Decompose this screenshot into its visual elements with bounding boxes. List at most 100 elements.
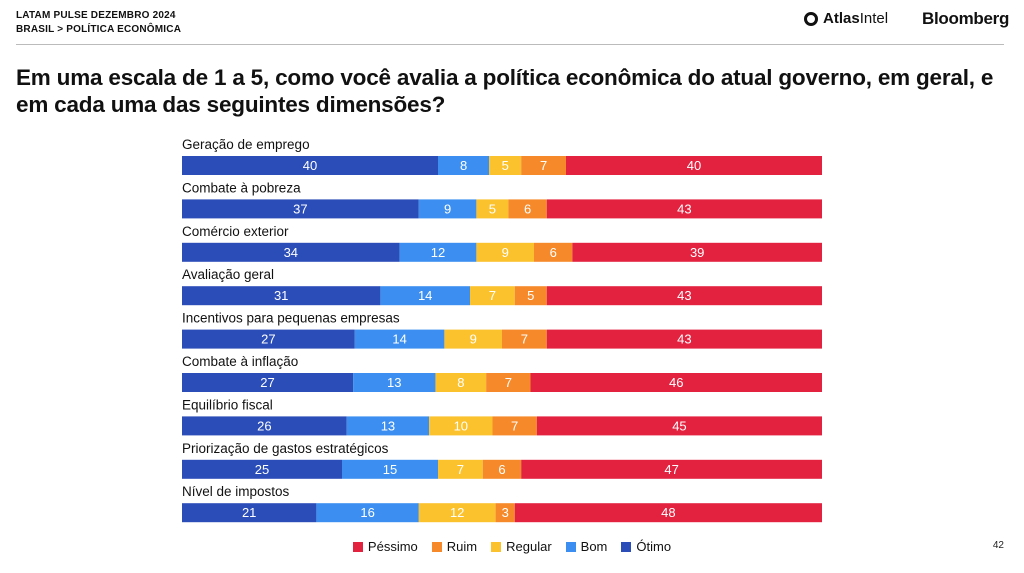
- data-label-geracao-de-emprego-regular: 5: [502, 158, 509, 173]
- legend-label-bom: Bom: [580, 539, 608, 554]
- page-title: Em uma escala de 1 a 5, como você avalia…: [16, 65, 994, 117]
- data-label-geracao-de-emprego-ruim: 7: [540, 158, 547, 173]
- bar-geracao-de-emprego-ruim: [521, 156, 566, 175]
- data-label-comercio-exterior-bom: 12: [431, 245, 445, 260]
- data-label-priorizacao-de-gastos-estrategicos-otimo: 25: [255, 462, 269, 477]
- data-label-combate-a-pobreza-otimo: 37: [293, 201, 307, 216]
- data-label-geracao-de-emprego-bom: 8: [460, 158, 467, 173]
- bar-priorizacao-de-gastos-estrategicos-regular: [438, 459, 483, 479]
- bar-incentivos-para-pequenas-empresas-bom: [354, 329, 445, 349]
- breadcrumb: BRASIL > POLÍTICA ECONÔMICA: [16, 24, 182, 35]
- bar-combate-a-inflacao-pessimo: [530, 373, 822, 392]
- data-label-comercio-exterior-regular: 9: [502, 245, 509, 260]
- data-label-incentivos-para-pequenas-empresas-bom: 14: [392, 332, 406, 347]
- bar-combate-a-pobreza-bom: [418, 199, 477, 219]
- bar-nivel-de-impostos-ruim: [495, 503, 515, 523]
- data-label-equilibrio-fiscal-regular: 10: [454, 418, 468, 433]
- legend-item-otimo: Ótimo: [621, 539, 671, 554]
- bar-comercio-exterior-regular: [476, 242, 534, 262]
- legend-swatch-pessimo: [352, 541, 363, 552]
- bar-combate-a-pobreza-pessimo: [546, 199, 822, 219]
- data-label-combate-a-inflacao-bom: 13: [387, 375, 401, 390]
- bar-equilibrio-fiscal-otimo: [182, 416, 347, 436]
- bar-combate-a-inflacao-bom: [353, 373, 436, 392]
- bar-incentivos-para-pequenas-empresas-regular: [444, 329, 502, 349]
- data-label-combate-a-inflacao-ruim: 7: [505, 375, 512, 390]
- bar-avaliacao-geral-ruim: [514, 286, 547, 306]
- bar-incentivos-para-pequenas-empresas-otimo: [182, 329, 355, 349]
- data-label-nivel-de-impostos-otimo: 21: [242, 505, 256, 520]
- data-label-priorizacao-de-gastos-estrategicos-regular: 7: [457, 462, 464, 477]
- bar-priorizacao-de-gastos-estrategicos-ruim: [482, 459, 522, 479]
- data-label-combate-a-pobreza-bom: 9: [444, 201, 451, 216]
- category-label-priorizacao-de-gastos-estrategicos: Priorização de gastos estratégicos: [182, 441, 389, 456]
- data-label-comercio-exterior-ruim: 6: [550, 245, 557, 260]
- legend-item-ruim: Ruim: [431, 539, 477, 554]
- bar-avaliacao-geral-bom: [380, 286, 470, 306]
- bar-combate-a-inflacao-ruim: [486, 373, 531, 392]
- category-label-nivel-de-impostos: Nível de impostos: [182, 484, 290, 499]
- legend-swatch-otimo: [621, 541, 632, 552]
- legend-item-regular: Regular: [491, 539, 552, 554]
- bar-geracao-de-emprego-otimo: [182, 156, 438, 175]
- atlas-ring-icon: [804, 11, 818, 26]
- data-label-incentivos-para-pequenas-empresas-ruim: 7: [521, 332, 528, 347]
- header-meta: LATAM PULSE DEZEMBRO 2024 BRASIL > POLÍT…: [16, 9, 181, 37]
- bar-geracao-de-emprego-regular: [489, 156, 522, 175]
- data-label-geracao-de-emprego-pessimo: 40: [687, 158, 701, 173]
- bar-incentivos-para-pequenas-empresas-ruim: [502, 329, 547, 349]
- category-label-avaliacao-geral: Avaliação geral: [182, 267, 274, 282]
- data-label-avaliacao-geral-otimo: 31: [274, 288, 288, 303]
- data-label-avaliacao-geral-ruim: 5: [527, 288, 534, 303]
- bar-geracao-de-emprego-pessimo: [566, 156, 822, 175]
- bar-equilibrio-fiscal-pessimo: [536, 416, 822, 436]
- data-label-avaliacao-geral-pessimo: 43: [677, 288, 691, 303]
- category-label-geracao-de-emprego: Geração de emprego: [182, 137, 310, 152]
- category-label-comercio-exterior: Comércio exterior: [182, 224, 289, 239]
- category-label-combate-a-inflacao: Combate à inflação: [182, 354, 298, 369]
- bar-avaliacao-geral-regular: [470, 286, 515, 306]
- bar-combate-a-pobreza-otimo: [182, 199, 419, 219]
- bar-combate-a-inflacao-otimo: [182, 373, 354, 392]
- data-label-equilibrio-fiscal-ruim: 7: [511, 418, 518, 433]
- data-label-geracao-de-emprego-otimo: 40: [303, 158, 317, 173]
- legend-label-regular: Regular: [506, 539, 552, 554]
- legend-item-bom: Bom: [565, 539, 608, 554]
- bar-nivel-de-impostos-otimo: [182, 503, 317, 523]
- data-label-nivel-de-impostos-bom: 16: [360, 505, 374, 520]
- legend-swatch-regular: [491, 541, 502, 552]
- bar-combate-a-pobreza-regular: [476, 199, 509, 219]
- data-label-nivel-de-impostos-pessimo: 48: [661, 505, 675, 520]
- bar-geracao-de-emprego-bom: [438, 156, 490, 175]
- report-kicker: LATAM PULSE DEZEMBRO 2024: [16, 10, 176, 21]
- data-label-priorizacao-de-gastos-estrategicos-ruim: 6: [498, 462, 505, 477]
- data-label-combate-a-inflacao-pessimo: 46: [669, 375, 683, 390]
- bar-incentivos-para-pequenas-empresas-pessimo: [546, 329, 822, 349]
- bar-combate-a-inflacao-regular: [435, 373, 487, 392]
- bar-nivel-de-impostos-regular: [418, 503, 496, 523]
- legend-swatch-bom: [565, 541, 576, 552]
- data-label-comercio-exterior-otimo: 34: [284, 245, 298, 260]
- data-label-combate-a-pobreza-pessimo: 43: [677, 201, 691, 216]
- category-label-incentivos-para-pequenas-empresas: Incentivos para pequenas empresas: [182, 311, 400, 326]
- data-label-equilibrio-fiscal-bom: 13: [381, 418, 395, 433]
- data-label-nivel-de-impostos-ruim: 3: [502, 505, 509, 520]
- data-label-equilibrio-fiscal-otimo: 26: [257, 418, 271, 433]
- data-label-equilibrio-fiscal-pessimo: 45: [672, 418, 686, 433]
- header-divider: [16, 44, 1004, 45]
- bar-comercio-exterior-ruim: [534, 242, 573, 262]
- data-label-nivel-de-impostos-regular: 12: [450, 505, 464, 520]
- bar-equilibrio-fiscal-bom: [346, 416, 430, 436]
- bar-equilibrio-fiscal-ruim: [492, 416, 537, 436]
- data-label-incentivos-para-pequenas-empresas-regular: 9: [470, 332, 477, 347]
- data-label-combate-a-inflacao-regular: 8: [457, 375, 464, 390]
- bloomberg-logo: Bloomberg: [922, 9, 1010, 28]
- bar-comercio-exterior-pessimo: [572, 242, 822, 262]
- data-label-combate-a-pobreza-ruim: 6: [524, 201, 531, 216]
- data-label-incentivos-para-pequenas-empresas-pessimo: 43: [677, 332, 691, 347]
- bar-priorizacao-de-gastos-estrategicos-otimo: [182, 459, 342, 479]
- legend-swatch-ruim: [431, 541, 442, 552]
- bar-avaliacao-geral-pessimo: [546, 286, 822, 306]
- bar-comercio-exterior-otimo: [182, 242, 400, 262]
